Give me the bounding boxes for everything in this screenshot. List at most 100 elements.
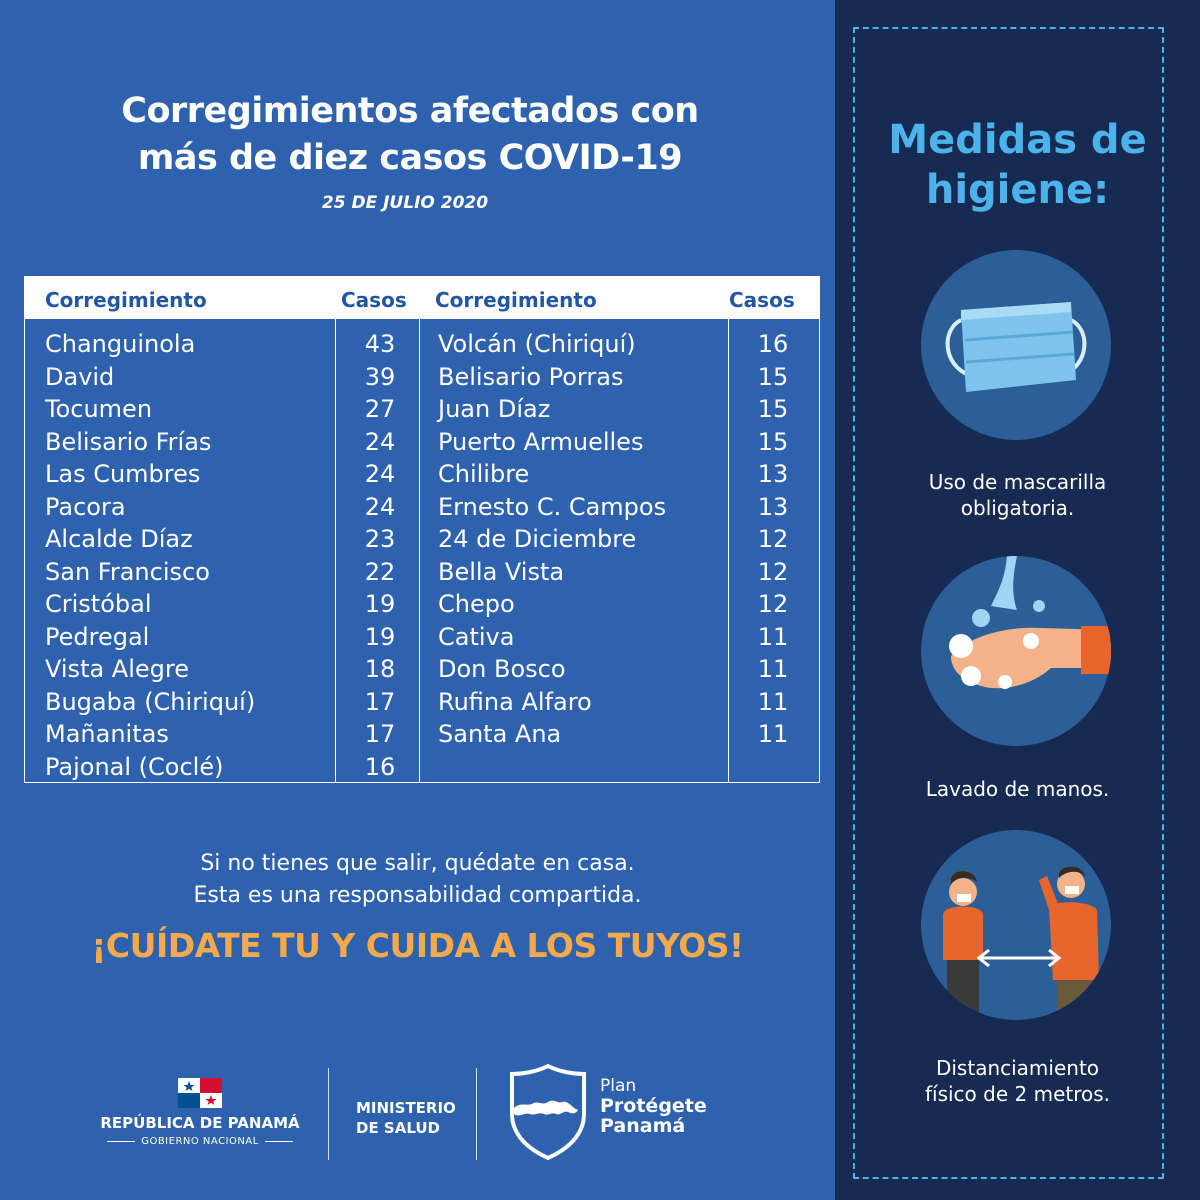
hand-washing-icon [921,556,1111,746]
case-count: 19 [364,622,396,651]
column-header-corregimiento-2: Corregimiento [435,288,597,312]
case-count: 15 [757,427,789,456]
corregimiento-name: Mañanitas [45,720,169,748]
case-count: 24 [364,492,396,521]
table-row: Las Cumbres 24 Chilibre 13 [25,460,819,492]
case-count: 11 [757,655,789,683]
mask-caption: Uso de mascarilla obligatoria. [928,470,1107,520]
case-count: 11 [757,720,789,748]
table-row: Alcalde Díaz 23 24 de Diciembre 12 [25,525,819,557]
column-header-casos-2: Casos [729,288,795,312]
case-count: 19 [364,590,396,618]
corregimiento-name: Ernesto C. Campos [438,492,667,521]
dashed-border [853,27,1164,1179]
corregimiento-name: Chilibre [438,460,530,488]
case-count: 17 [364,720,396,748]
case-count: 11 [757,622,789,651]
case-count: 16 [757,330,789,358]
footer: REPÚBLICA DE PANAMÁ GOBIERNO NACIONAL MI… [0,1060,835,1170]
case-count: 11 [757,687,789,716]
corregimiento-name: Don Bosco [438,655,566,683]
corregimiento-name: Cativa [438,622,515,651]
slogan: ¡CUÍDATE TU Y CUIDA A LOS TUYOS! [91,926,744,965]
table-row: Mañanitas 17 Santa Ana 11 [25,720,819,752]
corregimiento-name: Belisario Frías [45,427,212,456]
table-row: San Francisco 22 Bella Vista 12 [25,558,819,590]
column-divider [728,319,729,782]
table-row: Tocumen 27 Juan Díaz 15 [25,395,819,427]
case-count: 13 [757,460,789,488]
corregimiento-name: Puerto Armuelles [438,427,644,456]
table-row: Pedregal 19 Cativa 11 [25,623,819,655]
republic-label: REPÚBLICA DE PANAMÁ [100,1114,300,1132]
case-count: 43 [364,330,396,358]
panama-flag-icon [178,1078,222,1108]
case-count: 22 [364,557,396,586]
corregimiento-name: Pajonal (Coclé) [45,752,224,781]
table-row: Vista Alegre 18 Don Bosco 11 [25,655,819,687]
case-count: 12 [757,557,789,586]
table-row: Bugaba (Chiriquí) 17 Rufina Alfaro 11 [25,688,819,720]
corregimiento-name: Chepo [438,590,515,618]
case-count: 24 [364,427,396,456]
case-count: 12 [757,525,789,553]
case-count: 16 [364,752,396,781]
table-row: Cristóbal 19 Chepo 12 [25,590,819,622]
table-row: David 39 Belisario Porras 15 [25,363,819,395]
footer-divider [476,1068,477,1160]
ministry-label: MINISTERIO DE SALUD [356,1099,456,1137]
column-divider [335,319,336,782]
social-distancing-icon [921,830,1111,1020]
face-mask-icon [921,250,1111,440]
corregimiento-name: Pacora [45,492,126,521]
hand-washing-caption: Lavado de manos. [925,777,1110,801]
report-date: 25 DE JULIO 2020 [321,193,489,213]
case-count: 23 [364,525,396,553]
government-label: GOBIERNO NACIONAL [90,1136,310,1147]
corregimiento-name: Changuinola [45,330,196,358]
hygiene-panel: Medidas de higiene: Uso de mascarilla ob… [835,0,1200,1200]
corregimiento-name: Rufina Alfaro [438,687,592,716]
table-row: Pacora 24 Ernesto C. Campos 13 [25,493,819,525]
page-title: Corregimientos afectados con más de diez… [121,91,699,178]
left-panel: Corregimientos afectados con más de diez… [0,91,835,1170]
plan-logo-text: Plan Protégete Panamá [600,1076,707,1137]
corregimiento-name: Vista Alegre [45,655,189,683]
case-count: 24 [364,460,396,488]
table-row: Changuinola 43 Volcán (Chiriquí) 16 [25,330,819,362]
case-count: 12 [757,590,789,618]
stay-home-message: Si no tienes que salir, quédate en casa.… [193,851,642,908]
corregimiento-name: Bugaba (Chiriquí) [45,687,256,716]
table-row: Pajonal (Coclé) 16 [25,753,819,785]
case-count: 27 [364,395,396,423]
cases-table: Corregimiento Casos Corregimiento Casos … [24,276,820,783]
case-count: 15 [757,362,789,391]
corregimiento-name: Alcalde Díaz [45,525,193,553]
corregimiento-name: San Francisco [45,557,210,586]
corregimiento-name: Santa Ana [438,720,562,748]
hygiene-title: Medidas de higiene: [888,117,1147,213]
case-count: 17 [364,687,396,716]
table-header: Corregimiento Casos Corregimiento Casos [25,277,819,319]
corregimiento-name: 24 de Diciembre [438,525,637,553]
table-row: Belisario Frías 24 Puerto Armuelles 15 [25,428,819,460]
corregimiento-name: Tocumen [45,395,153,423]
corregimiento-name: Volcán (Chiriquí) [438,330,636,358]
corregimiento-name: David [45,362,115,391]
corregimiento-name: Juan Díaz [438,395,551,423]
case-count: 39 [364,362,396,391]
corregimiento-name: Cristóbal [45,590,152,618]
corregimiento-name: Bella Vista [438,557,565,586]
column-header-casos: Casos [341,288,407,312]
case-count: 15 [757,395,789,423]
footer-divider [328,1068,329,1160]
corregimiento-name: Belisario Porras [438,362,624,391]
corregimiento-name: Las Cumbres [45,460,201,488]
case-count: 13 [757,492,789,521]
case-count: 18 [364,655,396,683]
column-header-corregimiento: Corregimiento [45,288,207,312]
shield-icon [510,1063,586,1161]
distancing-caption: Distanciamiento físico de 2 metros. [924,1056,1111,1106]
column-divider [419,319,420,782]
corregimiento-name: Pedregal [45,622,150,651]
